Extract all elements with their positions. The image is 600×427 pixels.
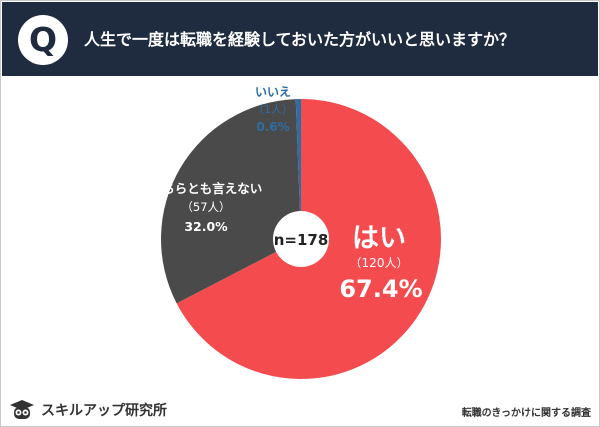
slice-count-no: （1人） xyxy=(253,103,293,116)
q-letter: Q xyxy=(28,20,58,59)
slice-percent-neutral: 32.0% xyxy=(184,219,228,234)
pie-slice-neutral xyxy=(161,99,301,304)
brand-name: スキルアップ研究所 xyxy=(41,403,167,419)
slice-label-yes: はい xyxy=(352,223,406,254)
slice-count-neutral: （57人） xyxy=(181,200,230,214)
slice-label-neutral: どちらとも言えない xyxy=(150,181,263,196)
slice-percent-yes: 67.4% xyxy=(339,275,422,303)
survey-caption: 転職のきっかけに関する調査 xyxy=(461,408,591,419)
slice-label-no: いいえ xyxy=(255,85,291,99)
owl-icon xyxy=(10,400,34,419)
question-header: Q 人生で一度は転職を経験しておいた方がいいと思いますか？ xyxy=(2,2,598,76)
donut-center xyxy=(273,211,329,267)
brand-logo: スキルアップ研究所 xyxy=(9,399,167,421)
question-text: 人生で一度は転職を経験しておいた方がいいと思いますか？ xyxy=(84,30,516,49)
q-badge: Q xyxy=(18,15,68,65)
slice-percent-no: 0.6% xyxy=(256,120,289,134)
slice-count-yes: （120人） xyxy=(350,256,409,270)
pie-slice-no xyxy=(295,99,301,239)
total-label: n=178 xyxy=(274,231,329,249)
